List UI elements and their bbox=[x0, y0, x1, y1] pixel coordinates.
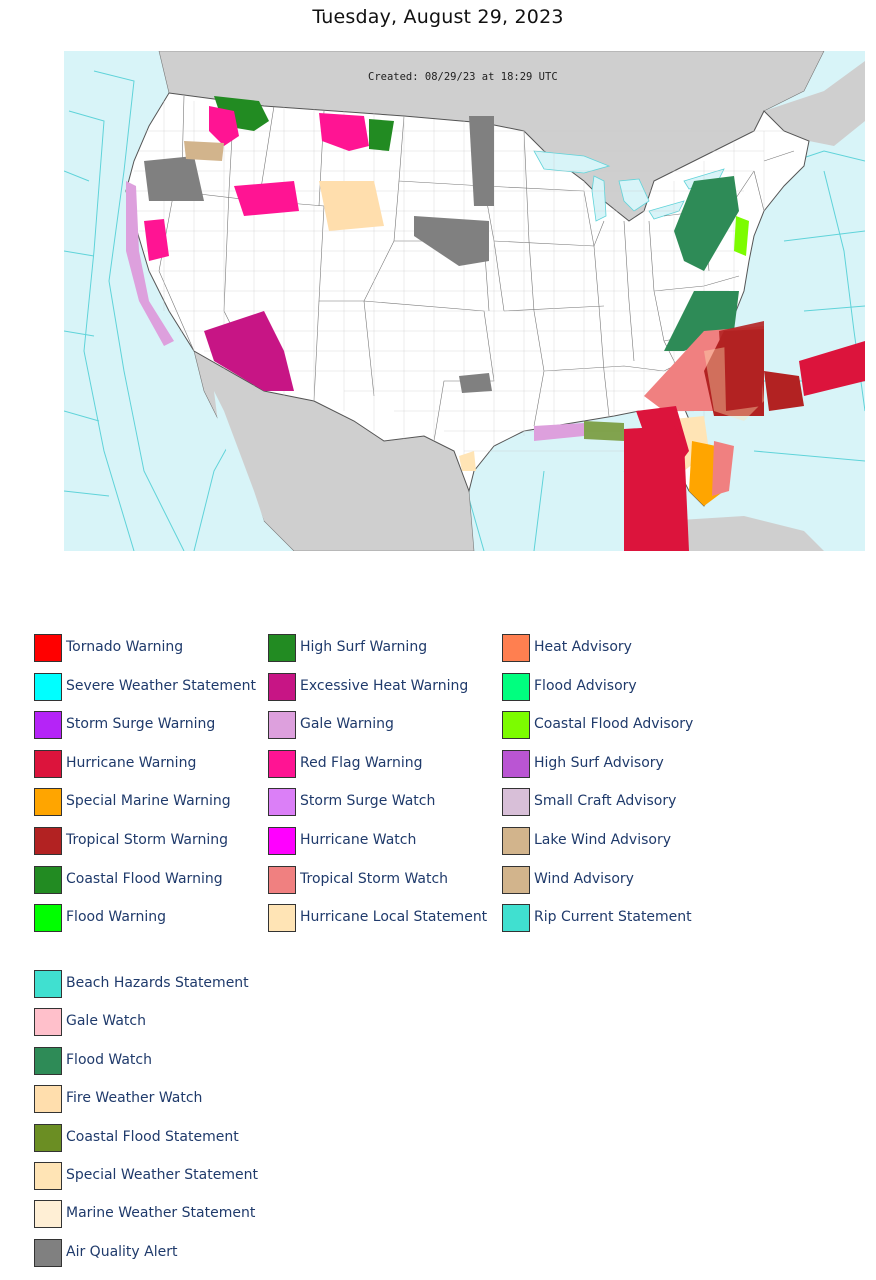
hurricane-warning-area-gulf bbox=[624, 426, 689, 551]
legend-swatch bbox=[34, 711, 62, 740]
legend-swatch bbox=[34, 1123, 62, 1152]
flood-watch-area-ne bbox=[674, 176, 739, 271]
legend-swatch bbox=[34, 827, 62, 855]
legend-label: Heat Advisory bbox=[534, 639, 632, 655]
gale-warning-area-gulf bbox=[534, 423, 584, 441]
legend-label: Red Flag Warning bbox=[300, 754, 423, 771]
legend-swatch bbox=[34, 970, 62, 998]
cuba-land bbox=[664, 516, 824, 551]
alert-areas bbox=[126, 96, 865, 551]
legend-label: Storm Surge Warning bbox=[66, 716, 216, 733]
legend-swatch bbox=[502, 749, 530, 778]
legend-swatch bbox=[268, 634, 296, 662]
legend-label: Severe Weather Statement bbox=[66, 677, 256, 694]
legend-swatch bbox=[34, 1238, 62, 1267]
air-quality-alert-area-nd bbox=[469, 116, 494, 206]
fire-weather-watch-area bbox=[319, 181, 384, 231]
legend-label: Excessive Heat Warning bbox=[300, 677, 469, 694]
legend-swatch bbox=[502, 904, 530, 933]
us-land bbox=[125, 92, 810, 507]
legend-label: Lake Wind Advisory bbox=[534, 832, 671, 848]
wind-advisory-area bbox=[184, 141, 224, 161]
page-title: Tuesday, August 29, 2023 bbox=[312, 6, 564, 28]
canada-maritimes bbox=[764, 61, 865, 146]
legend-label: Special Marine Warning bbox=[66, 793, 231, 810]
legend-swatch bbox=[34, 788, 62, 817]
legend-swatch bbox=[34, 1008, 62, 1037]
legend-swatch bbox=[268, 672, 296, 701]
legend-swatch bbox=[34, 1162, 62, 1190]
created-timestamp: Created: 08/29/23 at 18:29 UTC bbox=[368, 71, 558, 83]
legend-swatch bbox=[34, 1046, 62, 1075]
gulf-of-california bbox=[214, 391, 264, 521]
legend-label: Special Weather Statement bbox=[66, 1167, 258, 1183]
legend-swatch bbox=[34, 1085, 62, 1114]
legend-swatch bbox=[268, 711, 296, 740]
legend-label: Tornado Warning bbox=[66, 639, 184, 655]
legend-swatch bbox=[502, 672, 530, 701]
legend-swatch bbox=[34, 749, 62, 778]
legend-label: High Surf Advisory bbox=[534, 754, 664, 771]
legend-label: Gale Warning bbox=[300, 716, 394, 733]
legend-swatch bbox=[34, 672, 62, 701]
tropical-storm-warning-area-offshore bbox=[764, 371, 804, 411]
red-flag-warning-area-ca bbox=[144, 219, 169, 261]
legend-swatch bbox=[268, 865, 296, 894]
legend-label: Hurricane Warning bbox=[66, 754, 197, 771]
legend-label: Coastal Flood Statement bbox=[66, 1128, 239, 1145]
air-quality-alert-area-ne bbox=[414, 216, 489, 266]
flood-watch-area-mt bbox=[369, 119, 394, 151]
coastal-flood-advisory-area bbox=[734, 216, 749, 256]
legend-swatch bbox=[502, 827, 530, 855]
special-weather-statement-area-tx bbox=[459, 451, 476, 471]
legend-label: Air Quality Alert bbox=[66, 1243, 178, 1260]
legend-swatch bbox=[34, 904, 62, 933]
legend-swatch bbox=[34, 1200, 62, 1229]
us-map-svg bbox=[64, 51, 865, 551]
hurricane-warning-area-offshore bbox=[799, 341, 865, 396]
air-quality-alert-area-ok bbox=[459, 373, 492, 393]
legend-label: Tropical Storm Watch bbox=[300, 870, 449, 887]
legend-swatch bbox=[502, 634, 530, 662]
gale-warning-area-pacific bbox=[126, 181, 174, 346]
legend-label: Wind Advisory bbox=[534, 870, 634, 887]
legend-label: Coastal Flood Advisory bbox=[534, 716, 694, 733]
legend-swatch bbox=[268, 904, 296, 933]
legend-label: Hurricane Local Statement bbox=[300, 909, 488, 926]
legend-label: Rip Current Statement bbox=[534, 909, 692, 926]
legend-label: Storm Surge Watch bbox=[300, 793, 436, 810]
legend-label: Flood Warning bbox=[66, 909, 166, 926]
legend-label: Flood Advisory bbox=[534, 677, 637, 694]
legend-swatch bbox=[34, 634, 62, 662]
tropical-storm-warning-area-atlantic bbox=[724, 331, 764, 411]
legend-label: Small Craft Advisory bbox=[534, 793, 677, 810]
legend-swatch bbox=[502, 788, 530, 817]
tropical-storm-watch-area-fl bbox=[712, 441, 734, 496]
red-flag-warning-area-id bbox=[234, 181, 299, 216]
created-stamp-bg bbox=[364, 67, 554, 85]
legend-label: Hurricane Watch bbox=[300, 832, 417, 848]
legend-swatch bbox=[502, 865, 530, 894]
legend-swatch bbox=[502, 711, 530, 740]
legend-label: Marine Weather Statement bbox=[66, 1205, 256, 1222]
coastal-flood-statement-area bbox=[584, 421, 624, 441]
excessive-heat-warning-area bbox=[204, 311, 294, 391]
legend-label: Gale Watch bbox=[66, 1013, 146, 1030]
legend-label: Coastal Flood Warning bbox=[66, 870, 223, 887]
legend-swatch bbox=[268, 788, 296, 817]
legend-label: High Surf Warning bbox=[300, 639, 428, 655]
legend-swatch bbox=[34, 865, 62, 894]
weather-alerts-map: Created: 08/29/23 at 18:29 UTC bbox=[64, 51, 865, 551]
legend-swatch bbox=[268, 749, 296, 778]
legend-label: Tropical Storm Warning bbox=[66, 832, 228, 848]
legend-label: Fire Weather Watch bbox=[66, 1090, 203, 1107]
legend-label: Flood Watch bbox=[66, 1051, 152, 1068]
air-quality-alert-area-or bbox=[144, 156, 204, 201]
legend-label: Beach Hazards Statement bbox=[66, 975, 249, 991]
legend-swatch bbox=[268, 827, 296, 855]
red-flag-warning-area-nw bbox=[209, 106, 239, 146]
red-flag-warning-area-mt bbox=[319, 113, 369, 151]
